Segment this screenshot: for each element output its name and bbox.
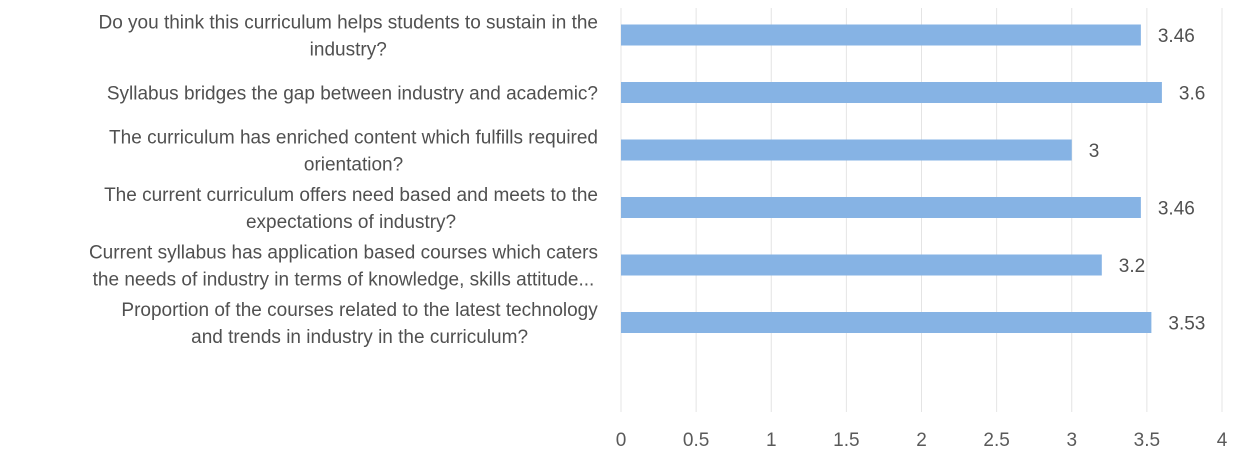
- category-label: The curriculum has enriched content whic…: [109, 128, 598, 176]
- category-label-line: industry?: [310, 40, 387, 61]
- category-label: Do you think this curriculum helps stude…: [98, 13, 598, 61]
- value-labels: 3.46 3.6 3 3.46 3.2 3.53: [1089, 26, 1206, 335]
- x-tick-label: 3: [1066, 430, 1077, 450]
- x-tick-label: 3.5: [1134, 430, 1160, 450]
- x-tick-label: 4: [1217, 430, 1228, 450]
- bar: [621, 139, 1072, 161]
- category-label-line: The curriculum has enriched content whic…: [109, 128, 598, 149]
- category-label-line: Proportion of the courses related to the…: [121, 300, 598, 321]
- data-label: 3.46: [1158, 199, 1195, 220]
- category-label-line: Current syllabus has application based c…: [89, 243, 598, 264]
- data-label: 3.6: [1179, 84, 1205, 105]
- x-tick-label: 1: [766, 430, 777, 450]
- x-tick-label: 1.5: [833, 430, 859, 450]
- category-label-line: Syllabus bridges the gap between industr…: [107, 84, 598, 105]
- bar: [621, 82, 1162, 103]
- category-label-line: the needs of industry in terms of knowle…: [93, 270, 595, 291]
- category-labels: Do you think this curriculum helps stude…: [89, 13, 598, 349]
- data-label: 3.2: [1119, 256, 1145, 277]
- data-label: 3.46: [1158, 26, 1195, 47]
- x-tick-label: 0: [616, 430, 627, 450]
- data-label: 3: [1089, 141, 1100, 162]
- category-label-line: The current curriculum offers need based…: [104, 185, 598, 206]
- data-label: 3.53: [1168, 314, 1205, 335]
- category-label-line: orientation?: [304, 155, 403, 176]
- bar: [621, 312, 1152, 333]
- x-tick-label: 0.5: [683, 430, 709, 450]
- bar: [621, 197, 1141, 218]
- category-label-line: and trends in industry in the curriculum…: [191, 327, 528, 348]
- x-tick-label: 2: [916, 430, 927, 450]
- category-label: Syllabus bridges the gap between industr…: [107, 84, 598, 105]
- bars: [621, 24, 1162, 333]
- category-label-line: expectations of industry?: [246, 212, 456, 233]
- category-label: Current syllabus has application based c…: [89, 243, 598, 291]
- category-label: Proportion of the courses related to the…: [121, 300, 598, 348]
- bar: [621, 254, 1102, 276]
- bar: [621, 24, 1141, 46]
- category-label: The current curriculum offers need based…: [104, 185, 598, 233]
- x-tick-label: 2.5: [983, 430, 1009, 450]
- x-axis-ticks: 0 0.5 1 1.5 2 2.5 3 3.5 4: [616, 430, 1228, 450]
- category-label-line: Do you think this curriculum helps stude…: [98, 13, 598, 34]
